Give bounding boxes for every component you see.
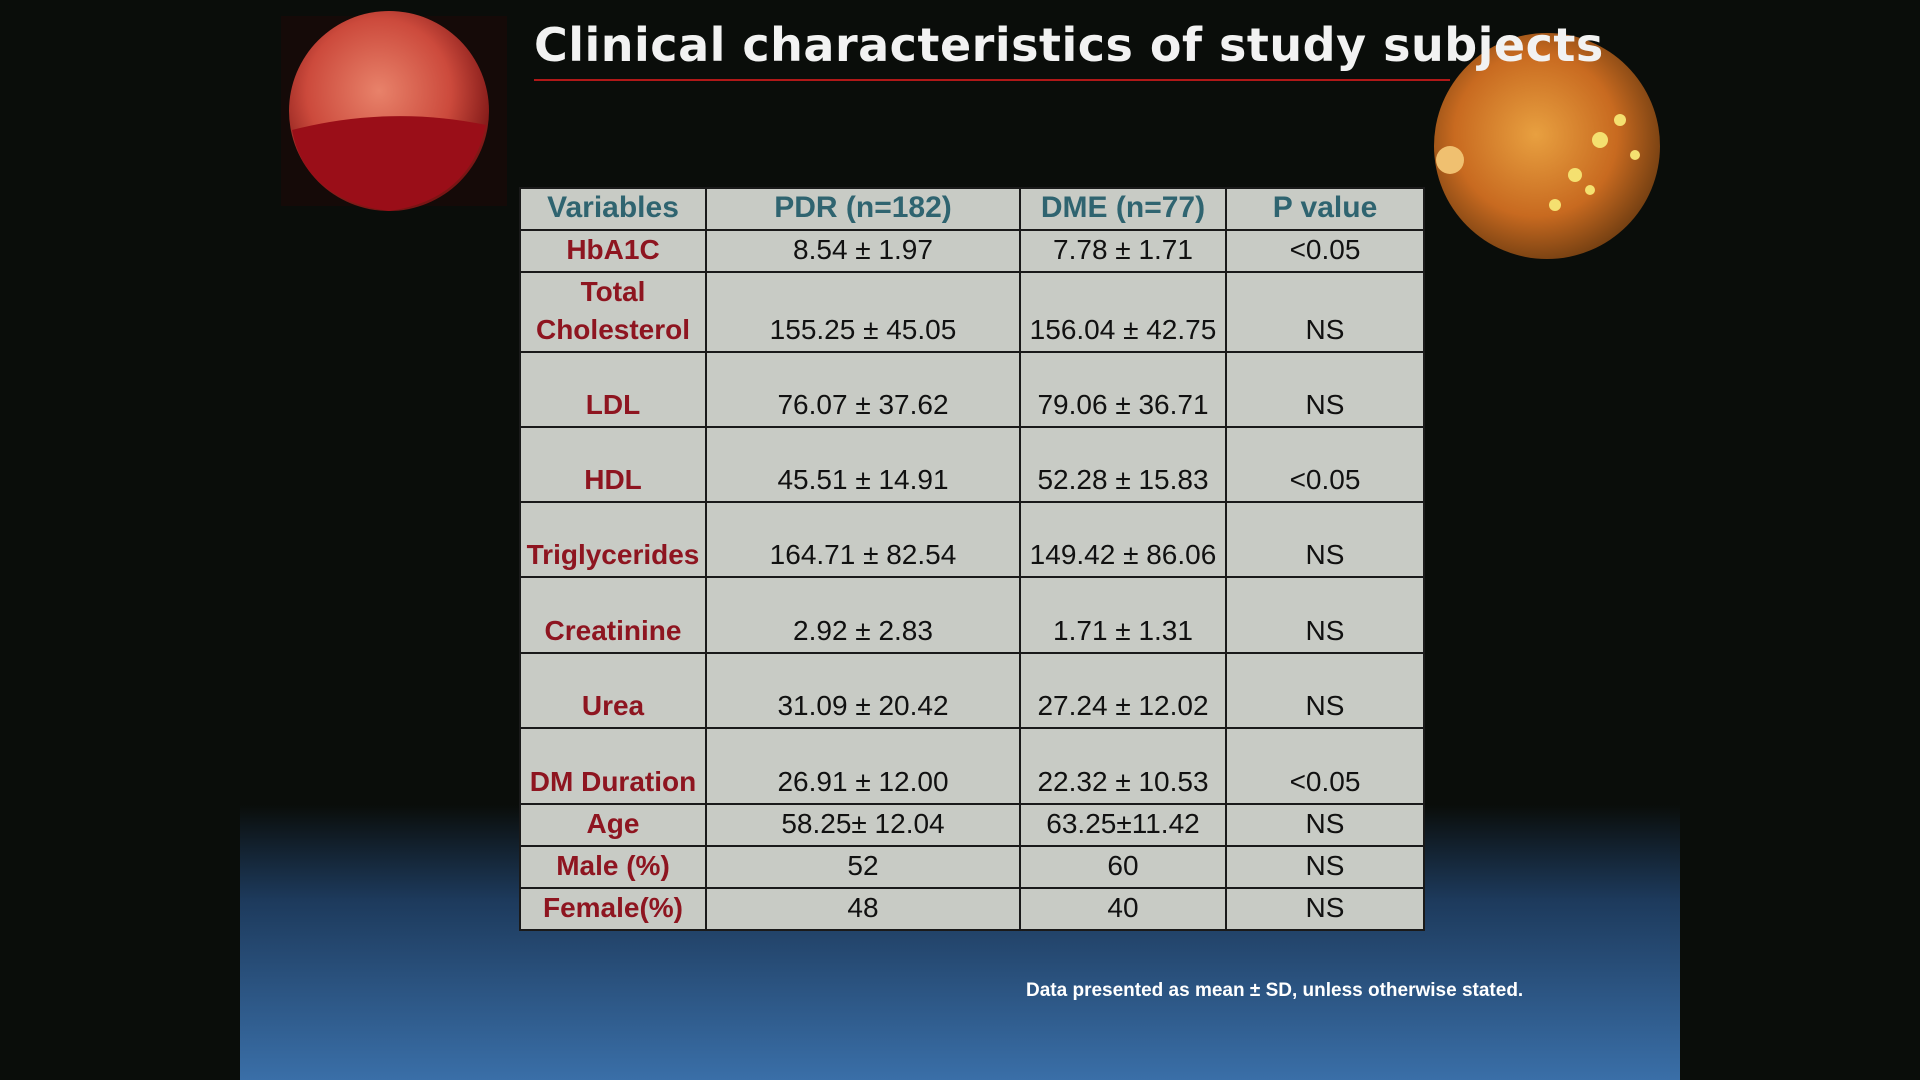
table-cell: 156.04 ± 42.75 bbox=[1019, 271, 1227, 353]
row-label: HbA1C bbox=[519, 229, 707, 273]
hemorrhage bbox=[292, 116, 486, 211]
table-cell: NS bbox=[1225, 576, 1425, 654]
table-cell: 76.07 ± 37.62 bbox=[705, 351, 1021, 428]
table-row: HDL 45.51 ± 14.91 52.28 ± 15.83 <0.05 bbox=[519, 426, 1425, 503]
table-cell: <0.05 bbox=[1225, 727, 1425, 805]
table-cell: 48 bbox=[705, 887, 1021, 931]
table-cell: 79.06 ± 36.71 bbox=[1019, 351, 1227, 428]
title-underline bbox=[534, 79, 1450, 81]
title: Clinical characteristics of study subjec… bbox=[534, 18, 1604, 72]
column-header: DME (n=77) bbox=[1019, 187, 1227, 231]
table-row: Triglycerides 164.71 ± 82.54 149.42 ± 86.0… bbox=[519, 501, 1425, 578]
table-cell: 63.25±11.42 bbox=[1019, 803, 1227, 847]
table-cell: 1.71 ± 1.31 bbox=[1019, 576, 1227, 654]
row-label: DM Duration bbox=[519, 727, 707, 805]
table-cell: 52 bbox=[705, 845, 1021, 889]
footnote: Data presented as mean ± SD, unless othe… bbox=[1026, 980, 1524, 1001]
table-cell: 7.78 ± 1.71 bbox=[1019, 229, 1227, 273]
table-cell: 149.42 ± 86.06 bbox=[1019, 501, 1227, 578]
table-cell: 155.25 ± 45.05 bbox=[705, 271, 1021, 353]
table-row: Male (%) 52 60 NS bbox=[519, 845, 1425, 889]
table-cell: 2.92 ± 2.83 bbox=[705, 576, 1021, 654]
fundus-image bbox=[1434, 33, 1660, 259]
table-cell: 22.32 ± 10.53 bbox=[1019, 727, 1227, 805]
column-header: P value bbox=[1225, 187, 1425, 231]
row-label: Female(%) bbox=[519, 887, 707, 931]
column-header: Variables bbox=[519, 187, 707, 231]
table-row: Total Cholesterol 155.25 ± 45.05 156.04 ± … bbox=[519, 271, 1425, 353]
row-label: Urea bbox=[519, 652, 707, 729]
table-cell: <0.05 bbox=[1225, 426, 1425, 503]
table-row: Female(%) 48 40 NS bbox=[519, 887, 1425, 931]
row-label: HDL bbox=[519, 426, 707, 503]
header-row: Variables PDR (n=182) DME (n=77) P value bbox=[519, 187, 1425, 231]
table-cell: 31.09 ± 20.42 bbox=[705, 652, 1021, 729]
table-cell: NS bbox=[1225, 501, 1425, 578]
table-cell: 8.54 ± 1.97 bbox=[705, 229, 1021, 273]
table-cell: 45.51 ± 14.91 bbox=[705, 426, 1021, 503]
table-cell: 52.28 ± 15.83 bbox=[1019, 426, 1227, 503]
table-cell: 164.71 ± 82.54 bbox=[705, 501, 1021, 578]
table-row: Age 58.25± 12.04 63.25±11.42 NS bbox=[519, 803, 1425, 847]
table-row: Creatinine 2.92 ± 2.83 1.71 ± 1.31 NS bbox=[519, 576, 1425, 654]
exudates bbox=[1549, 114, 1640, 211]
table-cell: <0.05 bbox=[1225, 229, 1425, 273]
column-header: PDR (n=182) bbox=[705, 187, 1021, 231]
row-label: Creatinine bbox=[519, 576, 707, 654]
table-row: DM Duration 26.91 ± 12.00 22.32 ± 10.53 <0.… bbox=[519, 727, 1425, 805]
optic-disc bbox=[1436, 146, 1464, 174]
table-cell: NS bbox=[1225, 845, 1425, 889]
table-cell: NS bbox=[1225, 887, 1425, 931]
table: Variables PDR (n=182) DME (n=77) P value Hb… bbox=[519, 187, 1425, 931]
row-label: Triglycerides bbox=[519, 501, 707, 578]
table-cell: 27.24 ± 12.02 bbox=[1019, 652, 1227, 729]
row-label: LDL bbox=[519, 351, 707, 428]
table-cell: 60 bbox=[1019, 845, 1227, 889]
table-cell: 26.91 ± 12.00 bbox=[705, 727, 1021, 805]
table-row: LDL 76.07 ± 37.62 79.06 ± 36.71 NS bbox=[519, 351, 1425, 428]
table-cell: 40 bbox=[1019, 887, 1227, 931]
table-cell: NS bbox=[1225, 652, 1425, 729]
table-row: Urea 31.09 ± 20.42 27.24 ± 12.02 NS bbox=[519, 652, 1425, 729]
table-cell: NS bbox=[1225, 803, 1425, 847]
table-cell: 58.25± 12.04 bbox=[705, 803, 1021, 847]
table-row: HbA1C 8.54 ± 1.97 7.78 ± 1.71 <0.05 bbox=[519, 229, 1425, 273]
row-label: Total Cholesterol bbox=[519, 271, 707, 353]
row-label: Age bbox=[519, 803, 707, 847]
row-label: Male (%) bbox=[519, 845, 707, 889]
table-cell: NS bbox=[1225, 271, 1425, 353]
table-cell: NS bbox=[1225, 351, 1425, 428]
